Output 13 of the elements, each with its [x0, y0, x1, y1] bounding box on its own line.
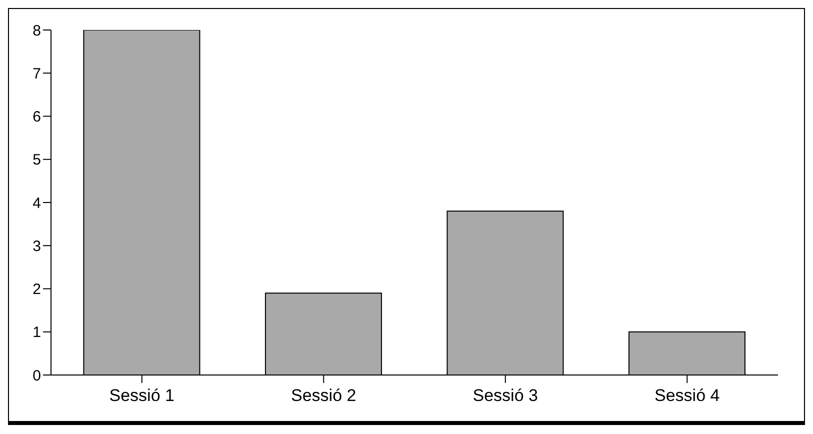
- x-tick-label: Sessió 3: [472, 386, 538, 406]
- y-tick-label: 7: [32, 65, 41, 82]
- y-tick-label: 3: [32, 238, 41, 255]
- x-tick-label: Sessió 2: [291, 386, 356, 406]
- y-tick-label: 2: [32, 281, 41, 298]
- x-tick-label: Sessió 1: [109, 386, 174, 406]
- y-tick-label: 0: [32, 367, 41, 384]
- y-tick-label: 6: [32, 108, 41, 126]
- y-tick-label: 4: [32, 194, 41, 212]
- y-tick-label: 1: [32, 324, 41, 342]
- y-tick-label: 8: [32, 22, 41, 40]
- x-tick-label: Sessió 4: [654, 386, 720, 406]
- y-tick-label: 5: [32, 152, 41, 169]
